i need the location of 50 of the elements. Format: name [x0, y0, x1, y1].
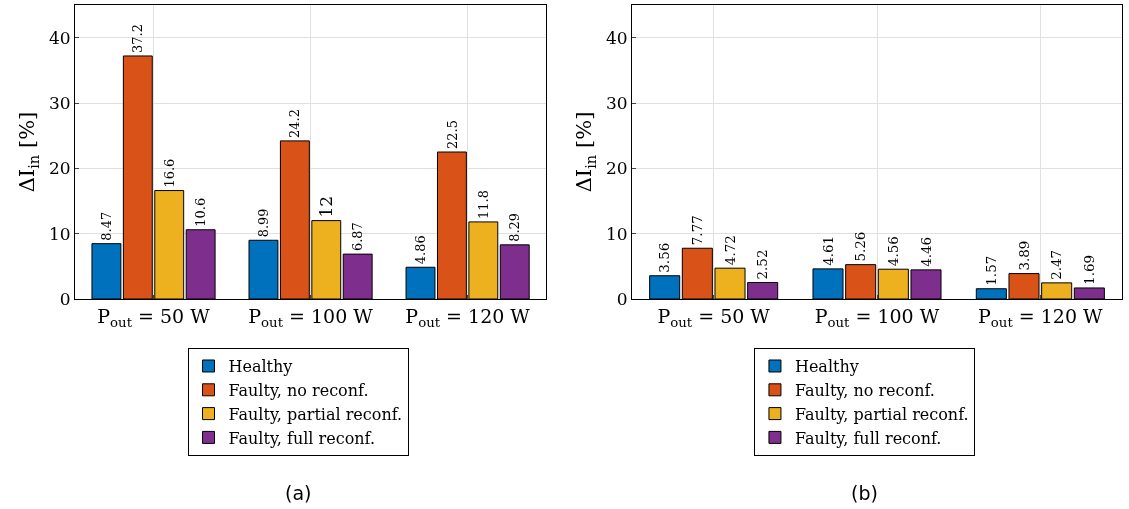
legend-label: Faulty, full reconf. [794, 428, 942, 448]
y-tick-label: 40 [605, 27, 628, 48]
y-tick-label: 10 [48, 223, 71, 244]
data-label: 11.8 [475, 190, 491, 219]
data-label: 7.77 [689, 215, 706, 246]
data-label: 8.47 [98, 211, 114, 241]
x-tick-label: P$_{out}$ = 120 W [978, 304, 1104, 330]
data-label: 4.72 [721, 235, 738, 266]
data-label: 10.6 [193, 197, 209, 227]
legend-label: Healthy [794, 357, 859, 377]
data-label: 3.89 [1015, 240, 1032, 271]
data-label: 4.86 [413, 235, 429, 265]
x-tick-label: P$_{out}$ = 100 W [814, 304, 940, 330]
legend-label: Healthy [228, 357, 293, 377]
data-label: 3.56 [656, 242, 673, 273]
data-label: 2.52 [754, 249, 771, 280]
legend-label: Faulty, no reconf. [794, 381, 935, 401]
y-tick-label: 30 [48, 92, 71, 113]
x-tick-label: P$_{out}$ = 50 W [657, 304, 771, 330]
y-tick-label: 20 [605, 158, 628, 179]
text: (a) [285, 482, 312, 504]
data-label: 8.29 [507, 212, 523, 242]
text: (b) [851, 482, 878, 504]
legend-label: Faulty, full reconf. [228, 428, 376, 448]
y-tick-label: 40 [48, 27, 71, 48]
y-tick-label: 0 [616, 288, 628, 309]
data-label: 2.47 [1048, 249, 1065, 280]
y-tick-label: 30 [605, 92, 628, 113]
data-label: 5.26 [852, 231, 869, 262]
data-label: 16.6 [161, 158, 177, 188]
data-label: 24.2 [287, 108, 303, 138]
data-label: 12 [316, 195, 337, 218]
data-label: 4.61 [819, 235, 836, 266]
data-label: 1.57 [983, 255, 1000, 286]
y-tick-label: 20 [48, 158, 71, 179]
x-tick-label: P$_{out}$ = 100 W [248, 304, 374, 330]
y-tick-label: 0 [59, 288, 71, 309]
legend-label: Faulty, partial reconf. [794, 404, 969, 424]
data-label: 1.69 [1081, 254, 1098, 285]
x-tick-label: P$_{out}$ = 50 W [97, 304, 211, 330]
legend-label: Faulty, no reconf. [228, 381, 369, 401]
data-label: 22.5 [444, 120, 460, 149]
data-label: 8.99 [256, 208, 272, 238]
data-label: 37.2 [130, 24, 146, 53]
x-tick-label: P$_{out}$ = 120 W [405, 304, 531, 330]
data-label: 4.46 [917, 236, 934, 267]
y-tick-label: 10 [605, 223, 628, 244]
data-label: 4.56 [885, 236, 902, 267]
data-label: 6.87 [350, 222, 366, 252]
legend-label: Faulty, partial reconf. [228, 404, 403, 424]
